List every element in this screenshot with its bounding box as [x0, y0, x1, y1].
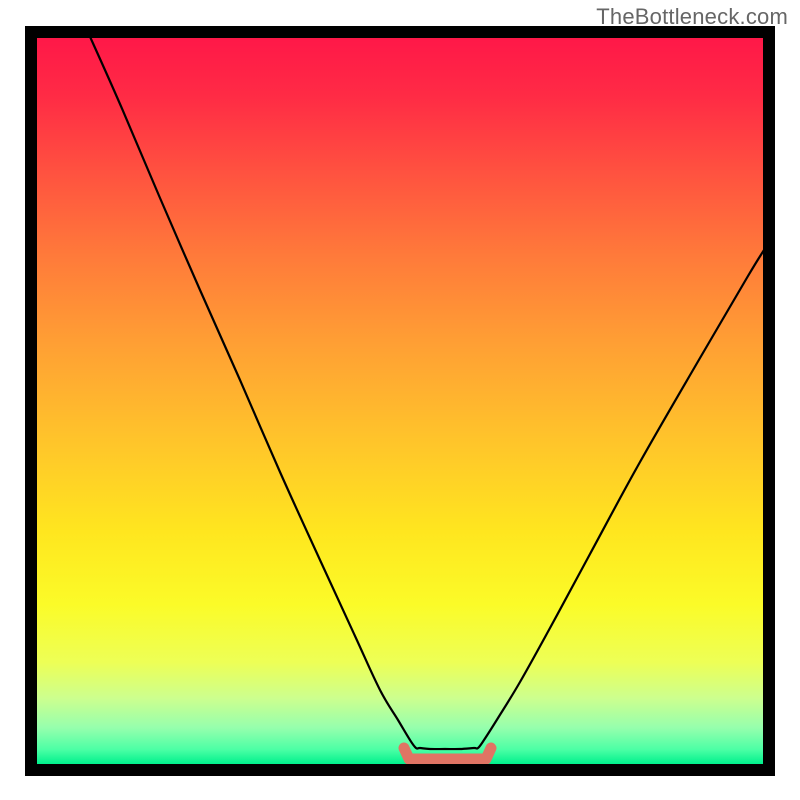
plot-background — [37, 38, 763, 764]
bottleneck-chart — [0, 0, 800, 800]
